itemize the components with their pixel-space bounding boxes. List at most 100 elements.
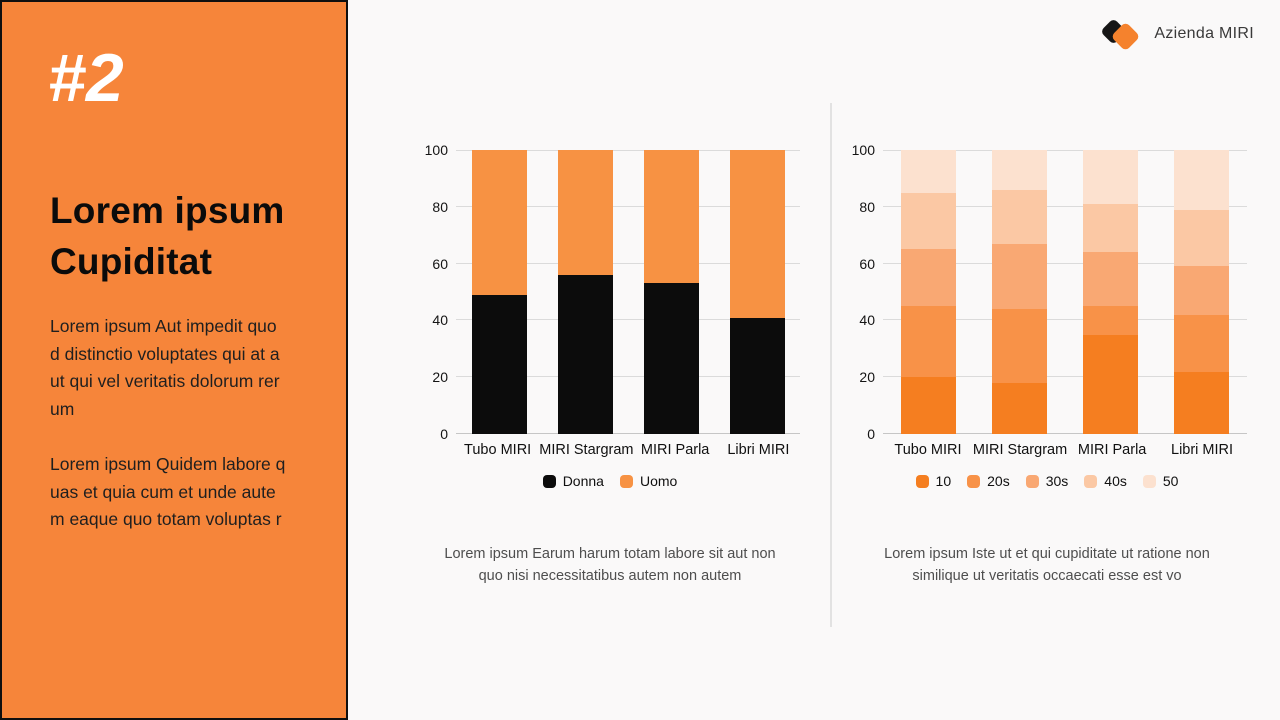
bar-segment: [901, 150, 956, 193]
legend-swatch: [915, 474, 929, 488]
bar-segment: [1083, 334, 1138, 434]
bar-slot: [974, 150, 1065, 434]
left-panel: #2 Lorem ipsum Cupiditat Lorem ipsum Aut…: [0, 0, 348, 720]
bar-segment: [1083, 204, 1138, 253]
panel-paragraph-1: Lorem ipsum Aut impedit quo d distinctio…: [50, 316, 280, 419]
gridline: [456, 262, 800, 264]
gridline: [883, 205, 1247, 207]
bar-slot: [628, 150, 714, 434]
legend-label: 20s: [987, 473, 1010, 489]
bar-segment: [901, 306, 956, 378]
slide-number: #2: [48, 40, 124, 116]
chart-caption: Lorem ipsum Earum harum totam labore sit…: [444, 546, 776, 584]
bar-segment: [1174, 314, 1229, 372]
x-axis-category-label: MIRI Stargram: [539, 442, 634, 458]
gridline: [883, 376, 1247, 378]
bars-row: [883, 150, 1247, 434]
legend-swatch: [619, 474, 633, 488]
bar-segment: [557, 150, 613, 275]
bar-segment: [901, 249, 956, 307]
gridline: [883, 150, 1247, 151]
legend-swatch: [1084, 474, 1098, 488]
legend-label: Uomo: [639, 473, 678, 489]
brand-logo: Azienda MIRI: [1100, 12, 1254, 56]
bar-segment: [1083, 150, 1138, 204]
legend-item: 40s: [1084, 473, 1127, 489]
gridline: [883, 433, 1247, 434]
plot-area: [883, 150, 1247, 434]
chart-plot-row: 0 20 40 60 80 100: [847, 142, 1247, 442]
legend-item: Uomo: [619, 473, 678, 489]
y-axis-tick-label: 40: [432, 312, 448, 329]
gridline: [456, 433, 800, 434]
bar-segment: [557, 274, 613, 434]
legend-item: 30s: [1025, 473, 1069, 489]
bar-slot: [883, 150, 974, 434]
y-axis-tick-label: 60: [432, 255, 448, 272]
legend-swatch: [542, 474, 556, 488]
gridline: [883, 262, 1247, 264]
bar-segment: [992, 243, 1047, 310]
x-axis-category-label: Libri MIRI: [727, 442, 790, 458]
bar-segment: [729, 150, 785, 318]
y-axis-tick-label: 20: [432, 369, 448, 386]
gridline: [883, 319, 1247, 321]
bar: [1174, 150, 1229, 434]
gridline: [456, 319, 800, 321]
panel-paragraph-2: Lorem ipsum Quidem labore q uas et quia …: [50, 454, 286, 529]
legend-item: 50: [1142, 473, 1178, 489]
bar-segment: [729, 317, 785, 434]
x-axis: Tubo MIRI MIRI Stargram MIRI Parla Libri MI…: [883, 442, 1247, 458]
bar-segment: [992, 382, 1047, 434]
chart-donna-uomo: 0 20 40 60 80 100 Tubo MIRI MIRI Stargram MIRI P…: [420, 142, 800, 587]
bar-segment: [643, 283, 699, 434]
bar: [729, 150, 785, 434]
bar: [1083, 150, 1138, 434]
vertical-divider: [830, 103, 832, 627]
gridline: [456, 376, 800, 378]
y-axis: 0 20 40 60 80 100: [847, 142, 883, 442]
bar-slot: [714, 150, 800, 434]
bar: [643, 150, 699, 434]
bar-segment: [992, 150, 1047, 190]
legend-swatch: [1025, 474, 1039, 488]
y-axis-tick-label: 80: [859, 198, 875, 215]
x-axis-category-label: MIRI Parla: [640, 442, 710, 458]
x-axis-category-label: Libri MIRI: [1171, 442, 1234, 458]
bar-segment: [1083, 252, 1138, 307]
x-axis-category-label: Tubo MIRI: [464, 442, 532, 458]
legend-swatch: [1142, 474, 1156, 488]
x-axis-category-label: MIRI Parla: [1077, 442, 1147, 458]
legend-swatch: [967, 474, 981, 488]
bar-segment: [901, 377, 956, 434]
legend-label: 40s: [1104, 473, 1127, 489]
chart-caption: Lorem ipsum Iste ut et qui cupiditate ut…: [884, 546, 1210, 584]
bar: [471, 150, 527, 434]
bar-segment: [471, 294, 527, 434]
gridline: [456, 205, 800, 207]
x-axis: Tubo MIRI MIRI Stargram MIRI Parla Libri MI…: [456, 442, 800, 458]
chart-plot-row: 0 20 40 60 80 100: [420, 142, 800, 442]
chart-age-groups: 0 20 40 60 80 100 Tubo MIRI MIRI Stargram MIRI P…: [847, 142, 1247, 587]
bar-segment: [1174, 150, 1229, 210]
logo-text: Azienda MIRI: [1154, 25, 1254, 42]
bar-segment: [471, 150, 527, 295]
bar-segment: [901, 192, 956, 250]
legend: Donna Uomo: [420, 473, 800, 489]
logo-icon: [1100, 12, 1146, 56]
bar: [557, 150, 613, 434]
legend-item: Donna: [542, 473, 604, 489]
y-axis-tick-label: 0: [867, 426, 875, 442]
bar-slot: [1065, 150, 1156, 434]
legend-label: 30s: [1045, 473, 1069, 489]
bars-row: [456, 150, 800, 434]
legend-item: 20s: [967, 473, 1010, 489]
y-axis-tick-label: 0: [440, 426, 448, 442]
bar-segment: [992, 309, 1047, 383]
bar-segment: [1174, 371, 1229, 434]
y-axis-tick-label: 60: [859, 255, 875, 272]
bar-segment: [643, 150, 699, 284]
legend-label: Donna: [562, 473, 604, 489]
bar-slot: [542, 150, 628, 434]
